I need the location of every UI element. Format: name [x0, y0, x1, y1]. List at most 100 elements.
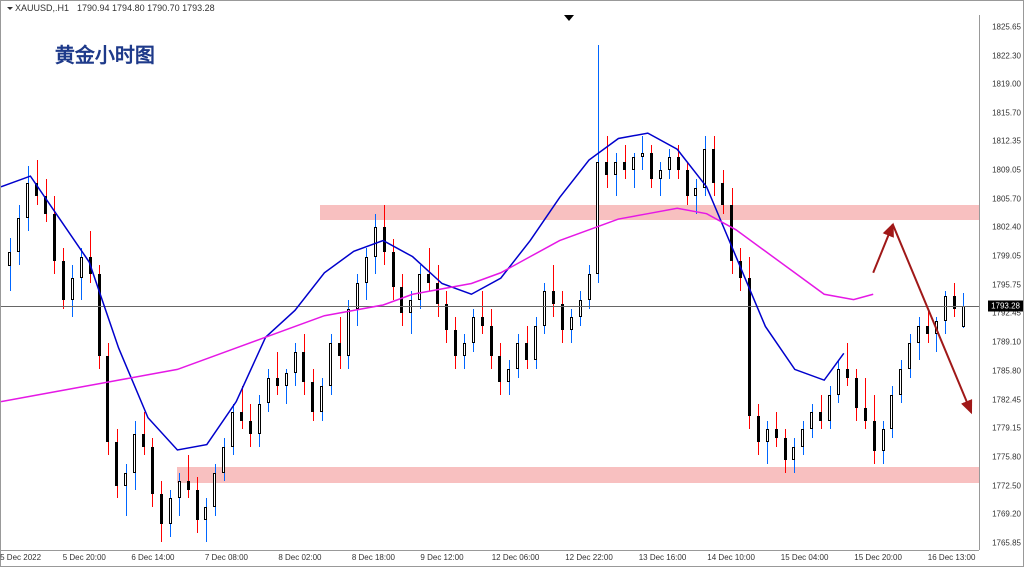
- candle-body: [641, 153, 644, 157]
- candle-body: [588, 274, 591, 300]
- chevron-down-icon[interactable]: [564, 15, 574, 21]
- x-tick-label: 5 Dec 20:00: [63, 553, 106, 562]
- x-tick-label: 6 Dec 14:00: [131, 553, 174, 562]
- candle-body: [427, 274, 430, 283]
- y-tick-label: 1775.80: [992, 453, 1021, 462]
- candle-body: [400, 287, 403, 313]
- candle-body: [534, 326, 537, 361]
- candle-body: [98, 274, 101, 356]
- candle-body: [784, 438, 787, 460]
- candle-body: [739, 261, 742, 278]
- sr-zone: [177, 467, 979, 483]
- candle-body: [614, 162, 617, 175]
- y-tick-label: 1802.40: [992, 223, 1021, 232]
- candle-body: [596, 162, 599, 274]
- candle-body: [944, 296, 947, 322]
- plot-area[interactable]: 黄金小时图: [1, 15, 979, 550]
- candle-body: [338, 343, 341, 356]
- candle-body: [703, 149, 706, 188]
- x-tick-label: 12 Dec 22:00: [565, 553, 613, 562]
- candle-body: [712, 149, 715, 184]
- y-tick-label: 1772.50: [992, 481, 1021, 490]
- candle-body: [561, 304, 564, 330]
- x-tick-label: 9 Dec 12:00: [420, 553, 463, 562]
- candle-body: [436, 283, 439, 305]
- candle-body: [35, 183, 38, 196]
- candle-body: [819, 412, 822, 421]
- x-tick-label: 14 Dec 10:00: [707, 553, 755, 562]
- candle-body: [579, 300, 582, 317]
- current-price-tag: 1793.28: [988, 301, 1023, 312]
- candle-body: [374, 227, 377, 257]
- candle-body: [231, 412, 234, 447]
- candle-wick: [847, 343, 848, 386]
- chart-header: XAUUSD,.H1 1790.94 1794.80 1790.70 1793.…: [1, 1, 1023, 15]
- candle-body: [17, 218, 20, 253]
- candle-body: [124, 473, 127, 486]
- candle-body: [873, 421, 876, 451]
- y-tick-label: 1809.05: [992, 165, 1021, 174]
- candle-body: [525, 343, 528, 360]
- candle-wick: [696, 179, 697, 214]
- y-tick-label: 1812.35: [992, 137, 1021, 146]
- y-tick-label: 1805.70: [992, 194, 1021, 203]
- candle-body: [882, 429, 885, 451]
- candle-body: [605, 162, 608, 175]
- y-tick-label: 1815.70: [992, 108, 1021, 117]
- candle-body: [864, 408, 867, 421]
- candle-wick: [865, 378, 866, 430]
- candle-body: [302, 352, 305, 382]
- candle-body: [329, 343, 332, 386]
- candle-body: [276, 378, 279, 387]
- candle-body: [686, 170, 689, 196]
- candle-body: [846, 369, 849, 378]
- candle-body: [418, 274, 421, 300]
- candle-body: [632, 157, 635, 170]
- projection-arrow: [893, 224, 971, 412]
- chart-title: 黄金小时图: [55, 39, 155, 68]
- x-tick-label: 16 Dec 13:00: [928, 553, 976, 562]
- candle-body: [926, 326, 929, 335]
- candle-body: [115, 442, 118, 485]
- candle-body: [792, 447, 795, 460]
- x-tick-label: 13 Dec 16:00: [639, 553, 687, 562]
- candle-body: [285, 373, 288, 386]
- y-tick-label: 1799.05: [992, 252, 1021, 261]
- candle-body: [62, 261, 65, 300]
- ma-blue: [1, 133, 844, 450]
- y-tick-label: 1819.00: [992, 80, 1021, 89]
- candle-body: [650, 153, 653, 179]
- candle-body: [659, 170, 662, 179]
- candle-wick: [242, 386, 243, 429]
- candle-wick: [616, 153, 617, 196]
- candle-body: [962, 306, 965, 327]
- candle-body: [775, 429, 778, 438]
- candle-wick: [188, 455, 189, 498]
- chevron-down-icon[interactable]: [7, 7, 13, 10]
- candle-body: [204, 507, 207, 520]
- candle-body: [917, 326, 920, 343]
- candle-body: [169, 498, 172, 524]
- projection-arrow: [873, 224, 893, 272]
- candle-body: [828, 395, 831, 421]
- candle-body: [178, 481, 181, 498]
- candle-body: [623, 162, 626, 171]
- candle-wick: [411, 291, 412, 334]
- y-tick-label: 1765.85: [992, 538, 1021, 547]
- x-tick-label: 15 Dec 20:00: [854, 553, 902, 562]
- candle-body: [196, 490, 199, 520]
- candle-body: [730, 205, 733, 261]
- symbol-label: XAUUSD,.H1: [15, 3, 69, 13]
- candle-body: [222, 447, 225, 473]
- x-tick-label: 8 Dec 02:00: [278, 553, 321, 562]
- candle-body: [383, 227, 386, 253]
- candle-body: [249, 421, 252, 434]
- candle-body: [347, 309, 350, 356]
- candle-body: [810, 412, 813, 429]
- sr-zone: [320, 205, 980, 221]
- candle-wick: [482, 291, 483, 334]
- candle-body: [71, 278, 74, 300]
- candle-body: [552, 291, 555, 304]
- candle-body: [721, 183, 724, 205]
- candle-body: [472, 317, 475, 343]
